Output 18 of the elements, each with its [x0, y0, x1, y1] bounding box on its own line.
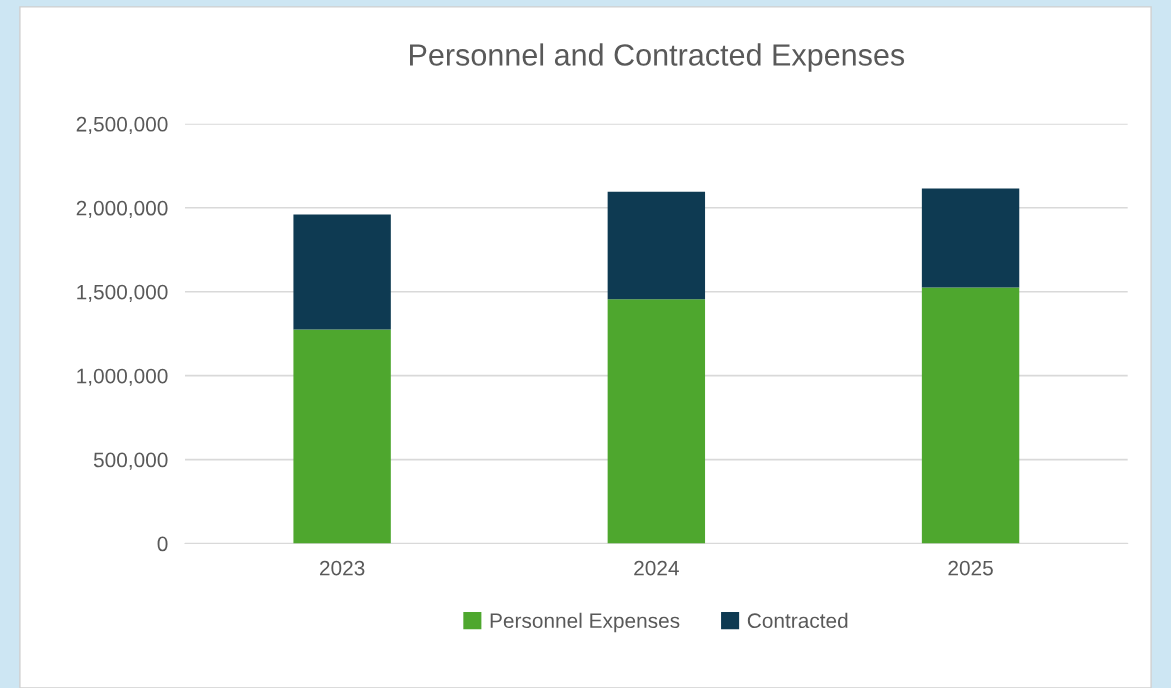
y-tick-label: 2,000,000	[76, 200, 168, 218]
chart-title: Personnel and Contracted Expenses	[410, 43, 905, 72]
y-tick-label: 2,500,000	[76, 116, 168, 135]
y-tick-label: 1,500,000	[77, 284, 168, 302]
legend-label: Contracted	[747, 612, 848, 629]
bar	[921, 188, 1020, 288]
bar	[293, 329, 391, 544]
bar	[921, 287, 1020, 544]
x-tick-label: 2023	[320, 560, 365, 576]
bar	[607, 191, 706, 300]
x-tick-label: 2024	[634, 560, 679, 576]
x-tick-label: 2025	[948, 560, 993, 576]
legend-label: Personnel Expenses	[490, 612, 680, 633]
y-tick-label: 500,000	[93, 452, 168, 470]
y-tick-label: 0	[157, 536, 168, 552]
bar	[607, 299, 706, 544]
y-tick-label: 1,000,000	[77, 368, 168, 386]
bar	[293, 214, 391, 330]
